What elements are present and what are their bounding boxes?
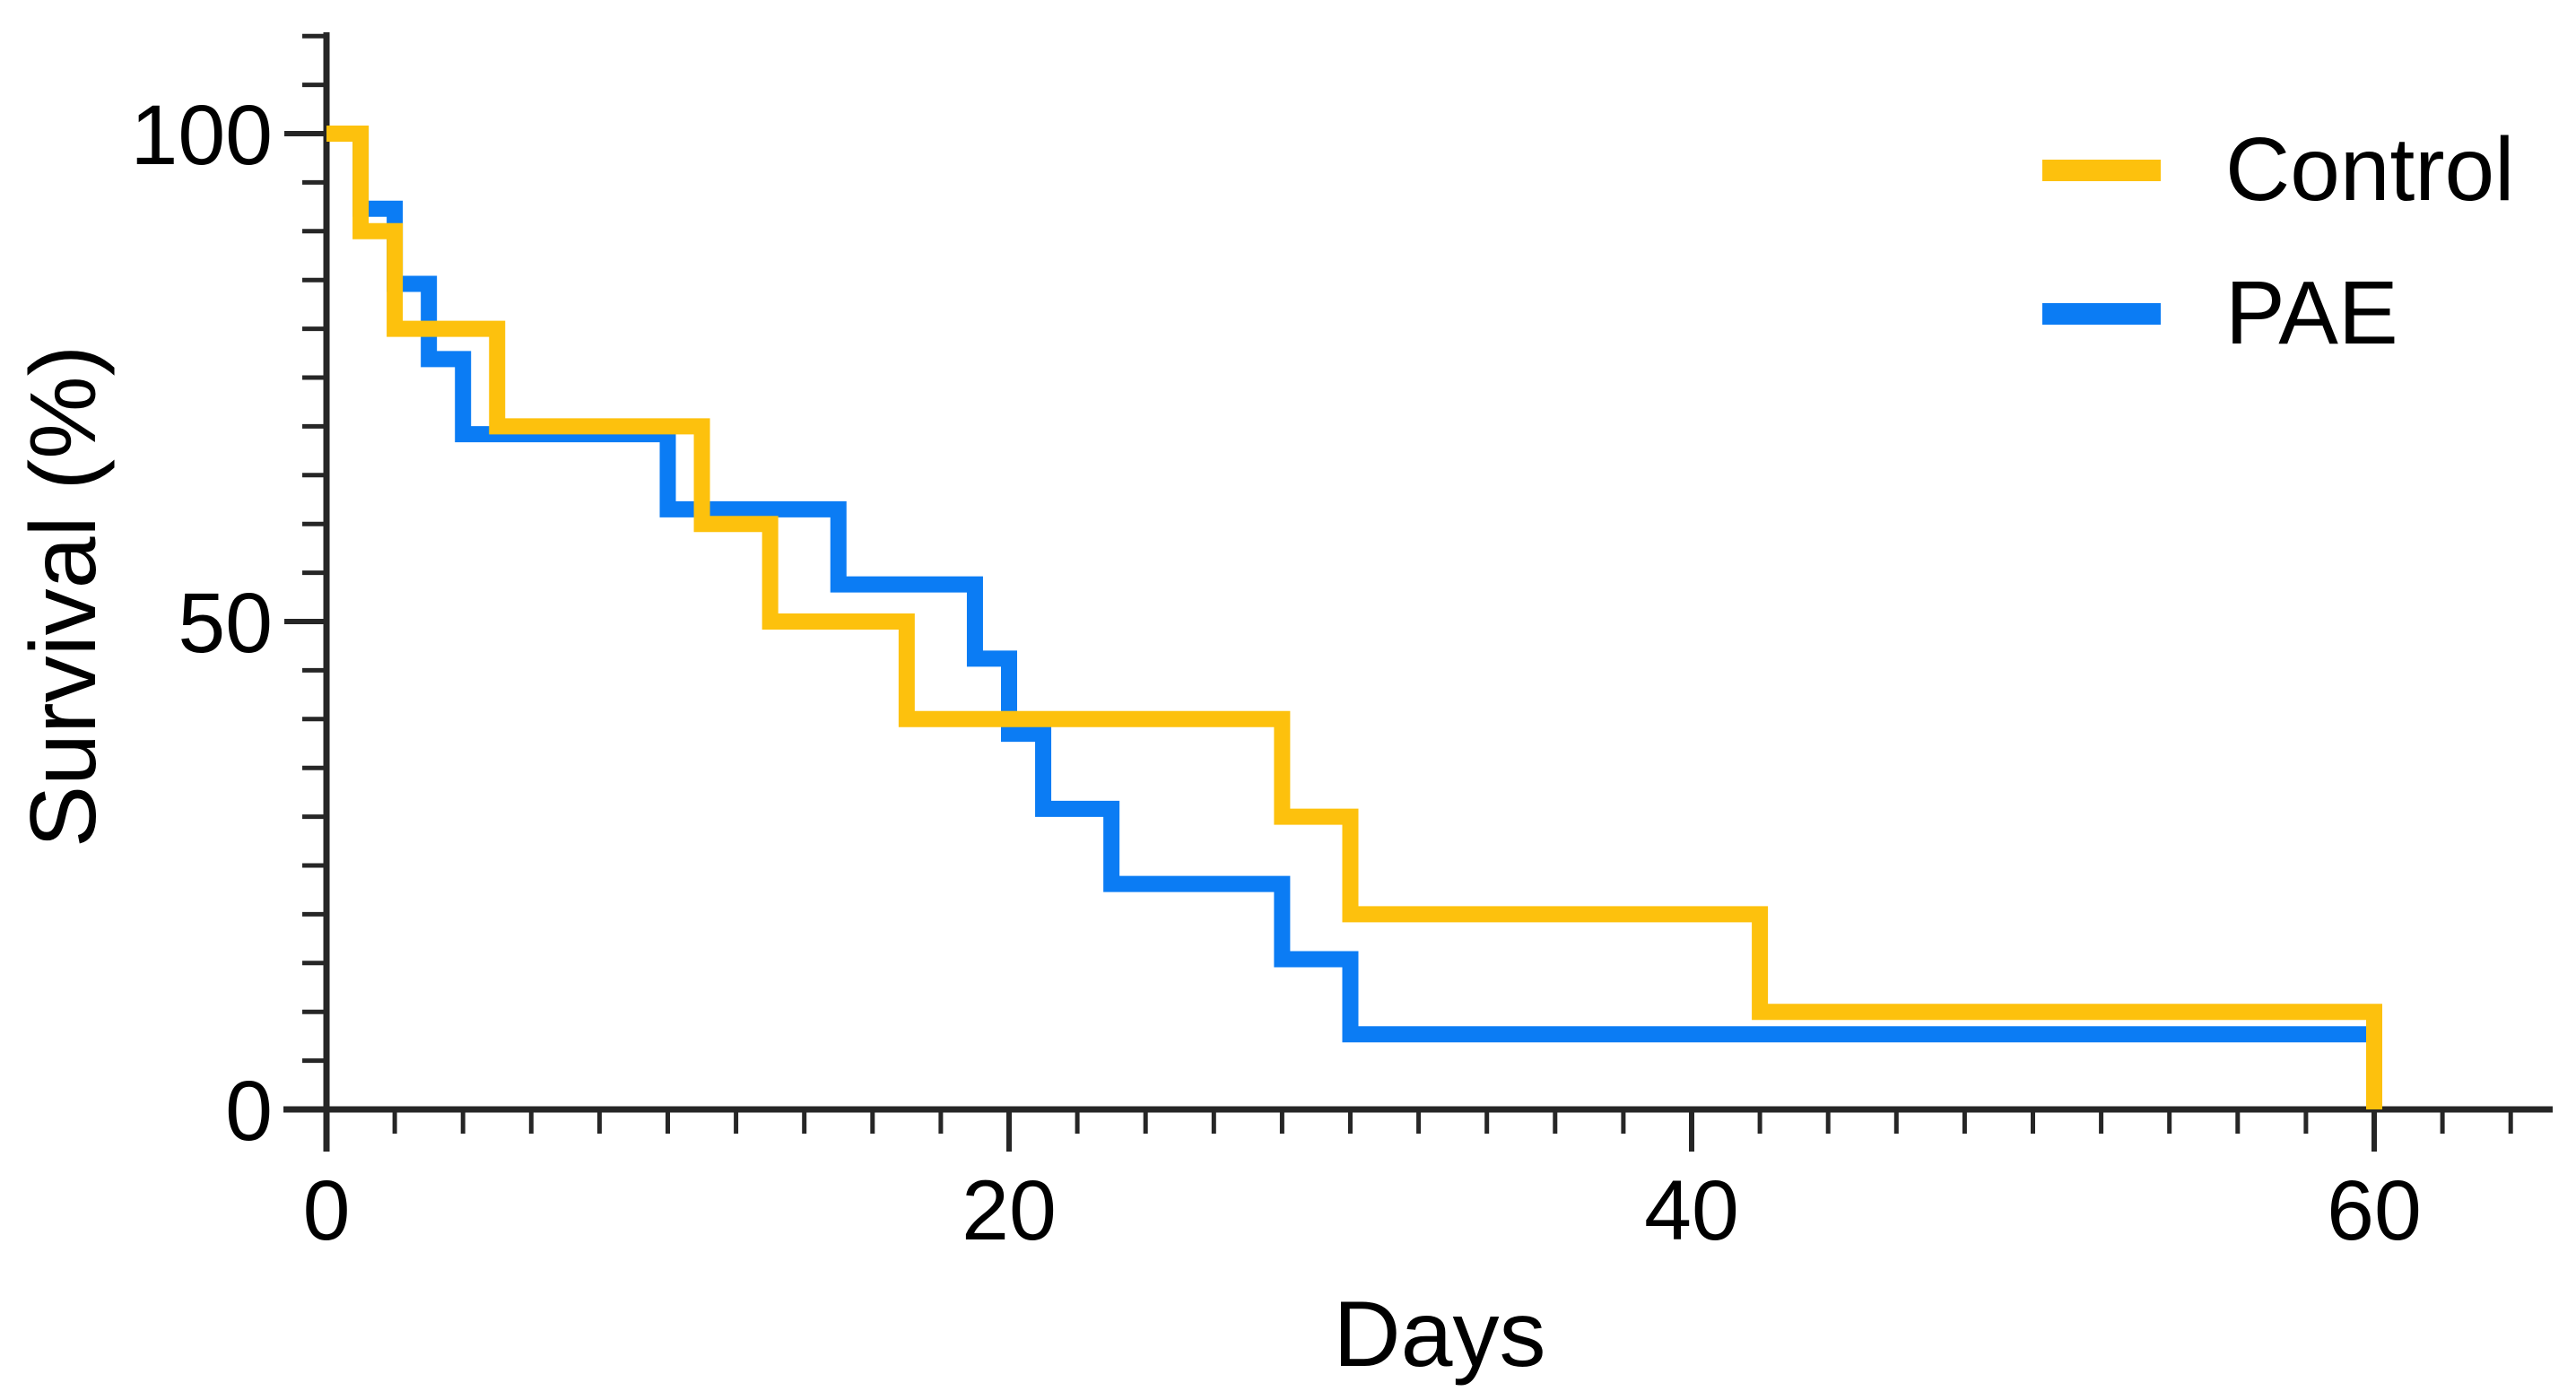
y-tick-label: 0 bbox=[225, 1064, 273, 1159]
y-tick-label: 50 bbox=[178, 576, 273, 671]
survival-curves bbox=[326, 126, 2382, 1109]
survival-curve-control bbox=[326, 126, 2382, 1109]
legend-label-control: Control bbox=[2225, 119, 2515, 220]
x-tick-label: 20 bbox=[962, 1163, 1057, 1258]
legend-item-control: Control bbox=[2042, 123, 2514, 217]
control-line-swatch bbox=[2042, 159, 2161, 181]
y-axis-label: Survival (%) bbox=[12, 345, 116, 848]
x-tick-label: 40 bbox=[1644, 1163, 1739, 1258]
x-tick-label: 0 bbox=[303, 1163, 351, 1258]
legend-item-pae: PAE bbox=[2042, 266, 2514, 361]
x-axis-label: Days bbox=[1334, 1283, 1546, 1387]
legend-label-pae: PAE bbox=[2225, 263, 2398, 363]
x-tick-label: 60 bbox=[2327, 1163, 2422, 1258]
legend: Control PAE bbox=[2042, 123, 2514, 361]
pae-line-swatch bbox=[2042, 302, 2161, 325]
tick-labels: 0 20 40 60 0 50 100 bbox=[130, 88, 2421, 1258]
y-tick-label: 100 bbox=[130, 88, 273, 183]
axes bbox=[283, 32, 2553, 1152]
